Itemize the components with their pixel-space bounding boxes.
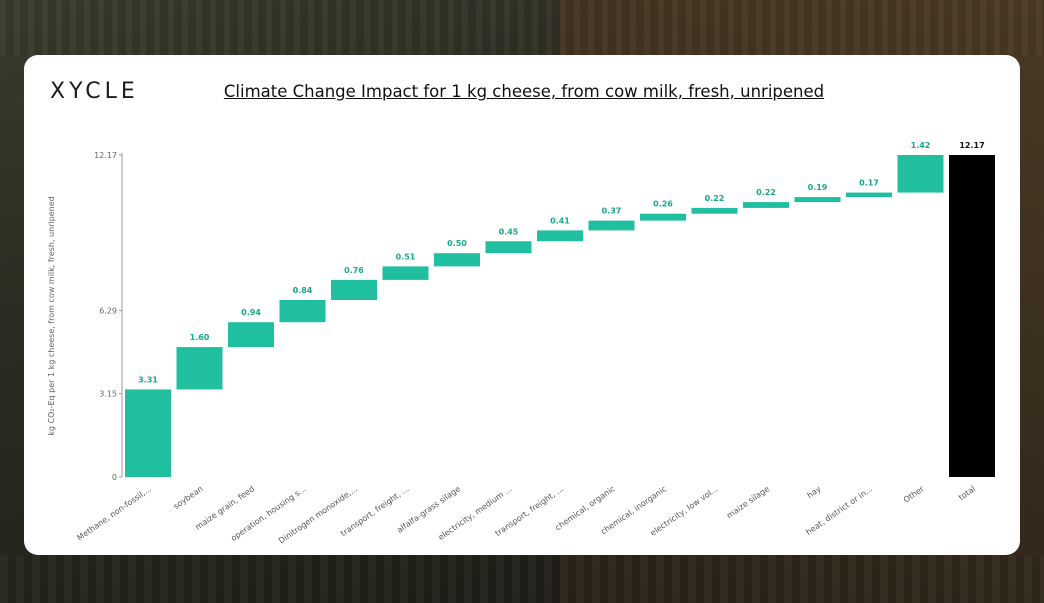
bar-value-label: 0.45 (499, 227, 519, 236)
bar-value-label: 0.17 (859, 179, 879, 188)
bar-value-label: 0.19 (808, 183, 828, 192)
waterfall-bar (382, 266, 429, 280)
background-texture-bottom (0, 555, 1044, 603)
waterfall-chart: 0 3.15 6.29 12.17 kg CO₂-Eq per 1 kg cheese,… (47, 141, 995, 546)
waterfall-bar (640, 213, 686, 221)
bar-value-label: 0.26 (653, 200, 673, 209)
brand-logo: XYCLE (50, 79, 139, 104)
chart-title: Climate Change Impact for 1 kg cheese, f… (223, 82, 825, 101)
waterfall-bar (331, 279, 377, 300)
waterfall-bar (125, 389, 171, 477)
y-tick-label: 0 (112, 473, 117, 482)
waterfall-bar (794, 197, 841, 203)
waterfall-bar (485, 241, 532, 254)
background-texture-top (0, 0, 1044, 55)
bar-value-label: 0.22 (756, 188, 776, 197)
x-category-label: Other (902, 484, 926, 505)
y-axis-label: kg CO₂-Eq per 1 kg cheese, from cow milk… (47, 196, 56, 436)
total-bar (949, 155, 995, 477)
waterfall-bar (176, 347, 223, 390)
y-tick-label: 3.15 (99, 390, 117, 399)
waterfall-bar (537, 230, 583, 242)
waterfall-bar (897, 155, 944, 193)
bar-value-label: 1.60 (190, 333, 210, 342)
waterfall-bar (434, 253, 480, 267)
waterfall-bar (588, 220, 635, 231)
bar-value-label: 0.94 (241, 308, 261, 317)
bar-value-label: 3.31 (138, 375, 158, 384)
bar-value-label: 0.84 (293, 286, 313, 295)
x-category-label: soybean (172, 484, 205, 511)
waterfall-bar (228, 322, 274, 348)
waterfall-bar (691, 207, 738, 214)
bar-value-label: 0.37 (602, 207, 622, 216)
bar-value-label: 0.50 (447, 239, 467, 248)
chart-card: XYCLE Climate Change Impact for 1 kg che… (24, 55, 1020, 555)
waterfall-bar (846, 192, 892, 198)
waterfall-bar (743, 202, 789, 208)
bar-value-label: 0.51 (396, 252, 416, 261)
bar-value-label: 1.42 (911, 141, 931, 150)
bar-value-label: 0.22 (705, 194, 725, 203)
bar-value-label: 0.76 (344, 266, 364, 275)
x-category-label: hay (805, 484, 822, 500)
waterfall-bar (279, 299, 326, 323)
bar-value-label: 0.41 (550, 216, 570, 225)
y-tick-label: 12.17 (94, 151, 117, 160)
x-category-label: total (957, 484, 977, 502)
bar-value-label: 12.17 (959, 141, 984, 150)
x-category-label: Methane, non-fossil,... (75, 484, 153, 542)
x-category-label: maize silage (725, 484, 771, 520)
y-tick-label: 6.29 (99, 307, 117, 316)
